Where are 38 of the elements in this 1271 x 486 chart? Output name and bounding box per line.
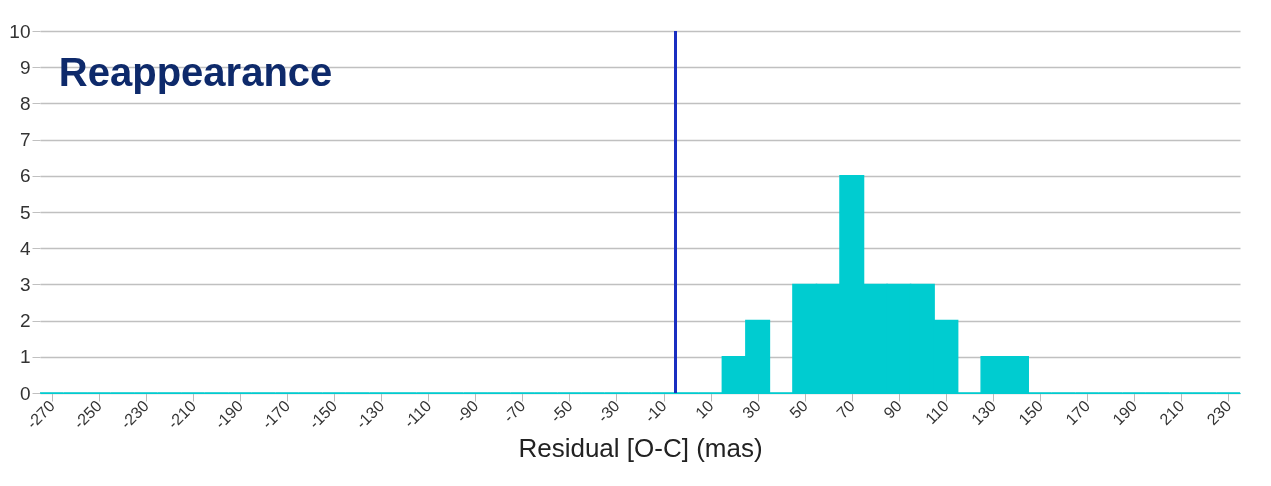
y-tick-label: 5 bbox=[19, 201, 31, 223]
x-axis-title: Residual [O-C] (mas) bbox=[518, 432, 763, 463]
x-tick-label: -150 bbox=[305, 397, 341, 432]
x-tick-label: 10 bbox=[692, 397, 717, 422]
x-tick-label: -170 bbox=[258, 397, 294, 432]
y-tick-label: 10 bbox=[9, 20, 31, 42]
y-tick-label: 3 bbox=[19, 273, 31, 295]
x-tick-label: -30 bbox=[594, 397, 623, 426]
x-tick-label: 70 bbox=[833, 397, 858, 422]
x-tick-label: -130 bbox=[352, 397, 388, 432]
y-tick-label: 4 bbox=[19, 237, 31, 259]
x-tick-label: 30 bbox=[739, 397, 764, 422]
x-tick-label: 230 bbox=[1203, 397, 1235, 429]
y-tick-label: 6 bbox=[19, 165, 31, 187]
x-tick-label: 110 bbox=[921, 397, 953, 428]
y-tick-label: 0 bbox=[19, 382, 31, 404]
x-tick-label: -10 bbox=[641, 397, 670, 426]
x-tick-label: -110 bbox=[400, 397, 435, 431]
x-tick-label: 170 bbox=[1062, 397, 1094, 429]
x-tick-label: 90 bbox=[880, 397, 906, 422]
x-tick-label: -250 bbox=[70, 397, 106, 432]
x-tick-label: -90 bbox=[453, 397, 482, 426]
y-tick-label: 9 bbox=[19, 56, 31, 78]
x-tick-label: -190 bbox=[211, 397, 247, 432]
y-tick-label: 1 bbox=[19, 346, 31, 368]
text: Reappearance bbox=[58, 50, 333, 94]
y-tick-label: 8 bbox=[19, 92, 31, 114]
x-tick-label: 150 bbox=[1015, 397, 1047, 429]
y-tick-label: 2 bbox=[19, 310, 31, 332]
x-tick-label: -230 bbox=[117, 397, 153, 432]
x-tick-label: -210 bbox=[164, 397, 200, 432]
x-tick-label: -70 bbox=[500, 397, 529, 426]
x-tick-label: 130 bbox=[968, 397, 1000, 429]
x-tick-label: -50 bbox=[547, 397, 576, 426]
x-tick-label: 190 bbox=[1109, 397, 1141, 429]
x-tick-label: 210 bbox=[1156, 397, 1188, 429]
x-tick-label: 50 bbox=[786, 397, 811, 422]
y-tick-label: 7 bbox=[19, 129, 31, 151]
